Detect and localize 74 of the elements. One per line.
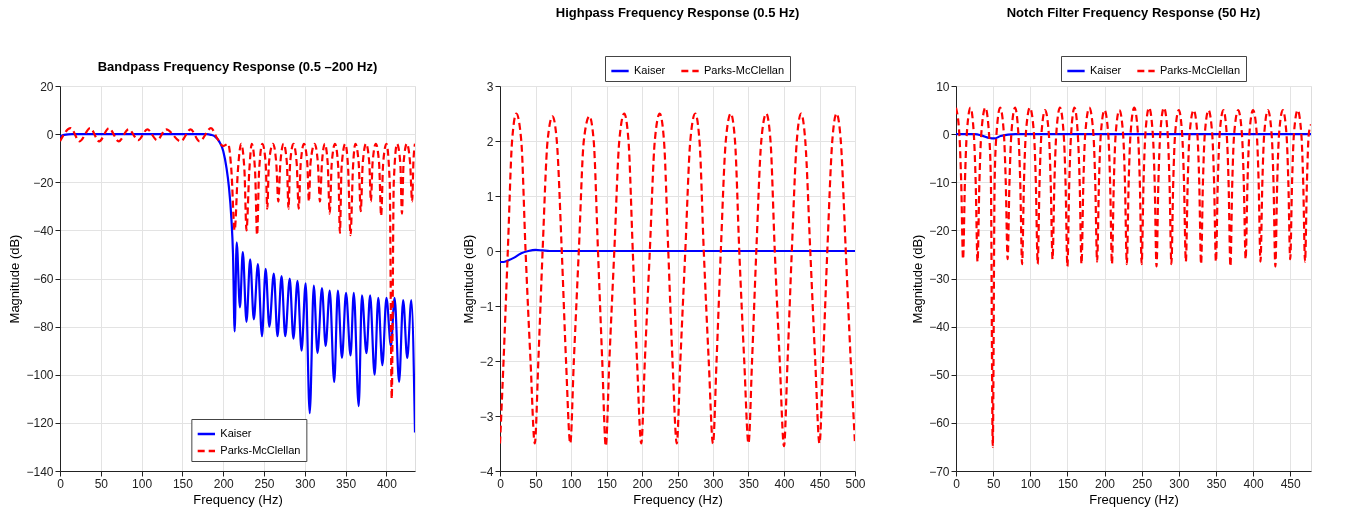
y-axis-title: Magnitude (dB) bbox=[460, 234, 476, 324]
legend-label: Parks-McClellan bbox=[704, 64, 785, 76]
x-tick-label: 300 bbox=[703, 476, 724, 491]
y-tick-label: 20 bbox=[40, 79, 54, 94]
x-tick-label: 450 bbox=[809, 476, 831, 491]
x-tick-label: 150 bbox=[172, 476, 194, 491]
x-tick-label: 400 bbox=[376, 476, 398, 491]
x-tick-label: 100 bbox=[561, 476, 582, 491]
chart-title: Notch Filter Frequency Response (50 Hz) bbox=[1006, 4, 1261, 20]
legend-label: Kaiser bbox=[220, 427, 252, 439]
y-axis-title: Magnitude (dB) bbox=[910, 234, 926, 324]
x-tick-label: 50 bbox=[94, 476, 109, 491]
x-tick-label: 100 bbox=[132, 476, 153, 491]
y-tick-label: −10 bbox=[929, 175, 950, 190]
x-tick-label: 0 bbox=[57, 476, 65, 491]
chart-title: Bandpass Frequency Response (0.5 –200 Hz) bbox=[97, 59, 378, 74]
x-tick-label: 500 bbox=[845, 476, 866, 491]
legend-label: Parks-McClellan bbox=[220, 444, 301, 456]
y-tick-label: 0 bbox=[486, 244, 494, 259]
y-tick-label: −40 bbox=[929, 320, 950, 335]
x-tick-label: 200 bbox=[213, 476, 235, 491]
x-axis-title: Frequency (Hz) bbox=[633, 491, 723, 507]
y-tick-label: −20 bbox=[929, 223, 950, 238]
line-series bbox=[956, 106, 1311, 449]
y-tick-label: 0 bbox=[942, 127, 950, 142]
x-axis-title: Frequency (Hz) bbox=[1089, 491, 1179, 507]
y-tick-label: 2 bbox=[486, 134, 494, 149]
x-tick-label: 0 bbox=[497, 476, 505, 491]
x-tick-label: 150 bbox=[1057, 476, 1079, 491]
line-series bbox=[500, 112, 855, 448]
x-tick-label: 400 bbox=[1243, 476, 1264, 491]
x-axis-title: Frequency (Hz) bbox=[193, 491, 283, 507]
x-tick-label: 150 bbox=[596, 476, 618, 491]
y-tick-label: −1 bbox=[479, 299, 494, 314]
legend-label: Kaiser bbox=[634, 64, 666, 76]
legend-label: Kaiser bbox=[1090, 64, 1122, 76]
x-tick-label: 0 bbox=[953, 476, 961, 491]
x-tick-label: 300 bbox=[295, 476, 316, 491]
x-tick-label: 250 bbox=[254, 476, 275, 491]
x-tick-label: 400 bbox=[774, 476, 795, 491]
x-tick-label: 350 bbox=[336, 476, 357, 491]
y-tick-label: −80 bbox=[33, 320, 54, 335]
y-tick-label: −60 bbox=[929, 416, 950, 431]
y-tick-label: −60 bbox=[33, 272, 54, 286]
chart-title: Highpass Frequency Response (0.5 Hz) bbox=[555, 4, 800, 20]
y-tick-label: −140 bbox=[26, 464, 54, 479]
x-tick-label: 50 bbox=[529, 476, 543, 491]
y-tick-label: −2 bbox=[479, 354, 494, 369]
y-tick-label: −70 bbox=[929, 464, 950, 479]
y-tick-label: 10 bbox=[936, 79, 950, 94]
y-tick-label: 3 bbox=[486, 79, 494, 94]
x-tick-label: 200 bbox=[1095, 476, 1116, 491]
y-tick-label: 0 bbox=[46, 127, 54, 142]
y-tick-label: −120 bbox=[26, 416, 54, 431]
y-tick-label: −50 bbox=[929, 368, 950, 383]
x-tick-label: 350 bbox=[1206, 476, 1227, 491]
x-tick-label: 250 bbox=[1132, 476, 1153, 491]
y-tick-label: −100 bbox=[26, 368, 54, 383]
y-tick-label: −20 bbox=[33, 175, 54, 190]
x-tick-label: 450 bbox=[1280, 476, 1302, 491]
y-axis-title: Magnitude (dB) bbox=[7, 234, 23, 324]
x-tick-label: 100 bbox=[1020, 476, 1042, 491]
x-tick-label: 50 bbox=[986, 476, 1001, 491]
x-tick-label: 250 bbox=[667, 476, 689, 491]
y-tick-label: −3 bbox=[479, 409, 494, 424]
legend-label: Parks-McClellan bbox=[1160, 64, 1241, 76]
x-tick-label: 200 bbox=[632, 476, 653, 491]
x-tick-label: 300 bbox=[1169, 476, 1190, 491]
y-tick-label: −4 bbox=[479, 464, 494, 479]
y-tick-label: −30 bbox=[929, 272, 950, 286]
x-tick-label: 350 bbox=[738, 476, 760, 491]
y-tick-label: 1 bbox=[486, 189, 494, 204]
line-series bbox=[500, 248, 855, 264]
y-tick-label: −40 bbox=[33, 223, 54, 238]
